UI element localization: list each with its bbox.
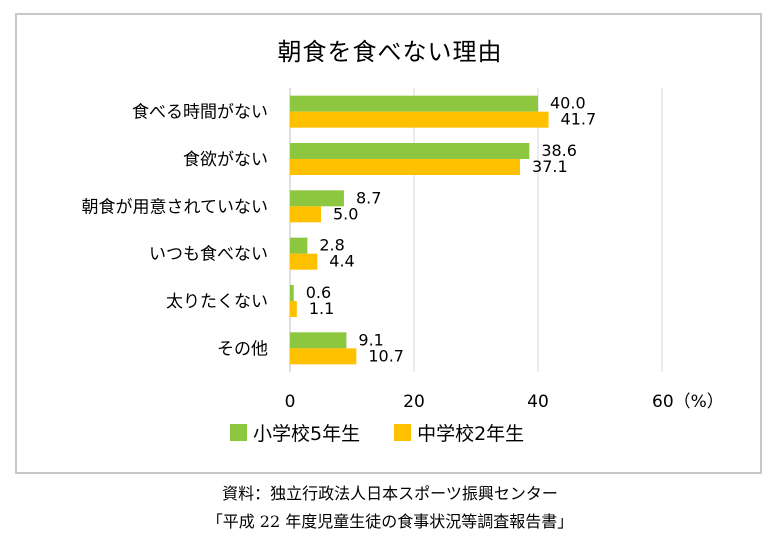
category-label: 食欲がない	[183, 150, 268, 170]
data-label: 41.7	[561, 110, 597, 129]
bar-junior-high	[290, 111, 549, 128]
legend-item-elementary: 小学校5年生	[230, 419, 360, 446]
data-label: 0.6	[306, 283, 331, 302]
bar-elementary	[290, 95, 538, 112]
x-tick-label: 0	[285, 392, 296, 412]
category-label: いつも食べない	[149, 245, 268, 265]
source-note: 資料：独立行政法人日本スポーツ振興センター 「平成 22 年度児童生徒の食事状況…	[0, 480, 780, 536]
category-label: 食べる時間がない	[132, 103, 268, 123]
category-label: その他	[217, 339, 268, 359]
data-label: 8.7	[356, 188, 381, 207]
bar-elementary	[290, 332, 347, 349]
bar-junior-high	[290, 206, 321, 223]
category-label: 太りたくない	[166, 292, 268, 312]
chart-frame	[15, 13, 762, 474]
legend-label-junior-high: 中学校2年生	[417, 423, 525, 445]
data-label: 5.0	[333, 204, 358, 223]
legend-item-junior-high: 中学校2年生	[394, 419, 524, 446]
bar-elementary	[290, 143, 530, 159]
data-label: 4.4	[329, 252, 354, 271]
data-label: 37.1	[532, 157, 568, 176]
data-label: 2.8	[319, 236, 344, 255]
data-label: 1.1	[309, 299, 334, 318]
bar-junior-high	[290, 159, 521, 175]
source-line-2: 「平成 22 年度児童生徒の食事状況等調査報告書」	[206, 512, 574, 531]
legend-label-elementary: 小学校5年生	[253, 423, 361, 445]
legend-swatch-elementary	[230, 424, 247, 441]
legend: 小学校5年生 中学校2年生	[230, 419, 558, 446]
bar-junior-high	[290, 348, 357, 365]
x-tick-label: 20	[403, 392, 425, 412]
source-line-1: 資料：独立行政法人日本スポーツ振興センター	[222, 484, 558, 503]
legend-swatch-junior-high	[394, 424, 412, 441]
bar-junior-high	[290, 301, 297, 317]
data-label: 38.6	[541, 141, 577, 160]
bar-elementary	[290, 190, 344, 207]
category-label: 朝食が用意されていない	[82, 197, 269, 217]
x-tick-label: 60（%）	[652, 392, 724, 412]
x-tick-label: 40	[527, 392, 549, 412]
data-label: 40.0	[550, 94, 586, 113]
bar-junior-high	[290, 253, 318, 270]
data-label: 10.7	[368, 346, 404, 365]
bar-elementary	[290, 285, 294, 301]
bar-elementary	[290, 237, 308, 254]
data-label: 9.1	[358, 330, 383, 349]
chart-title: 朝食を食べない理由	[277, 38, 503, 66]
